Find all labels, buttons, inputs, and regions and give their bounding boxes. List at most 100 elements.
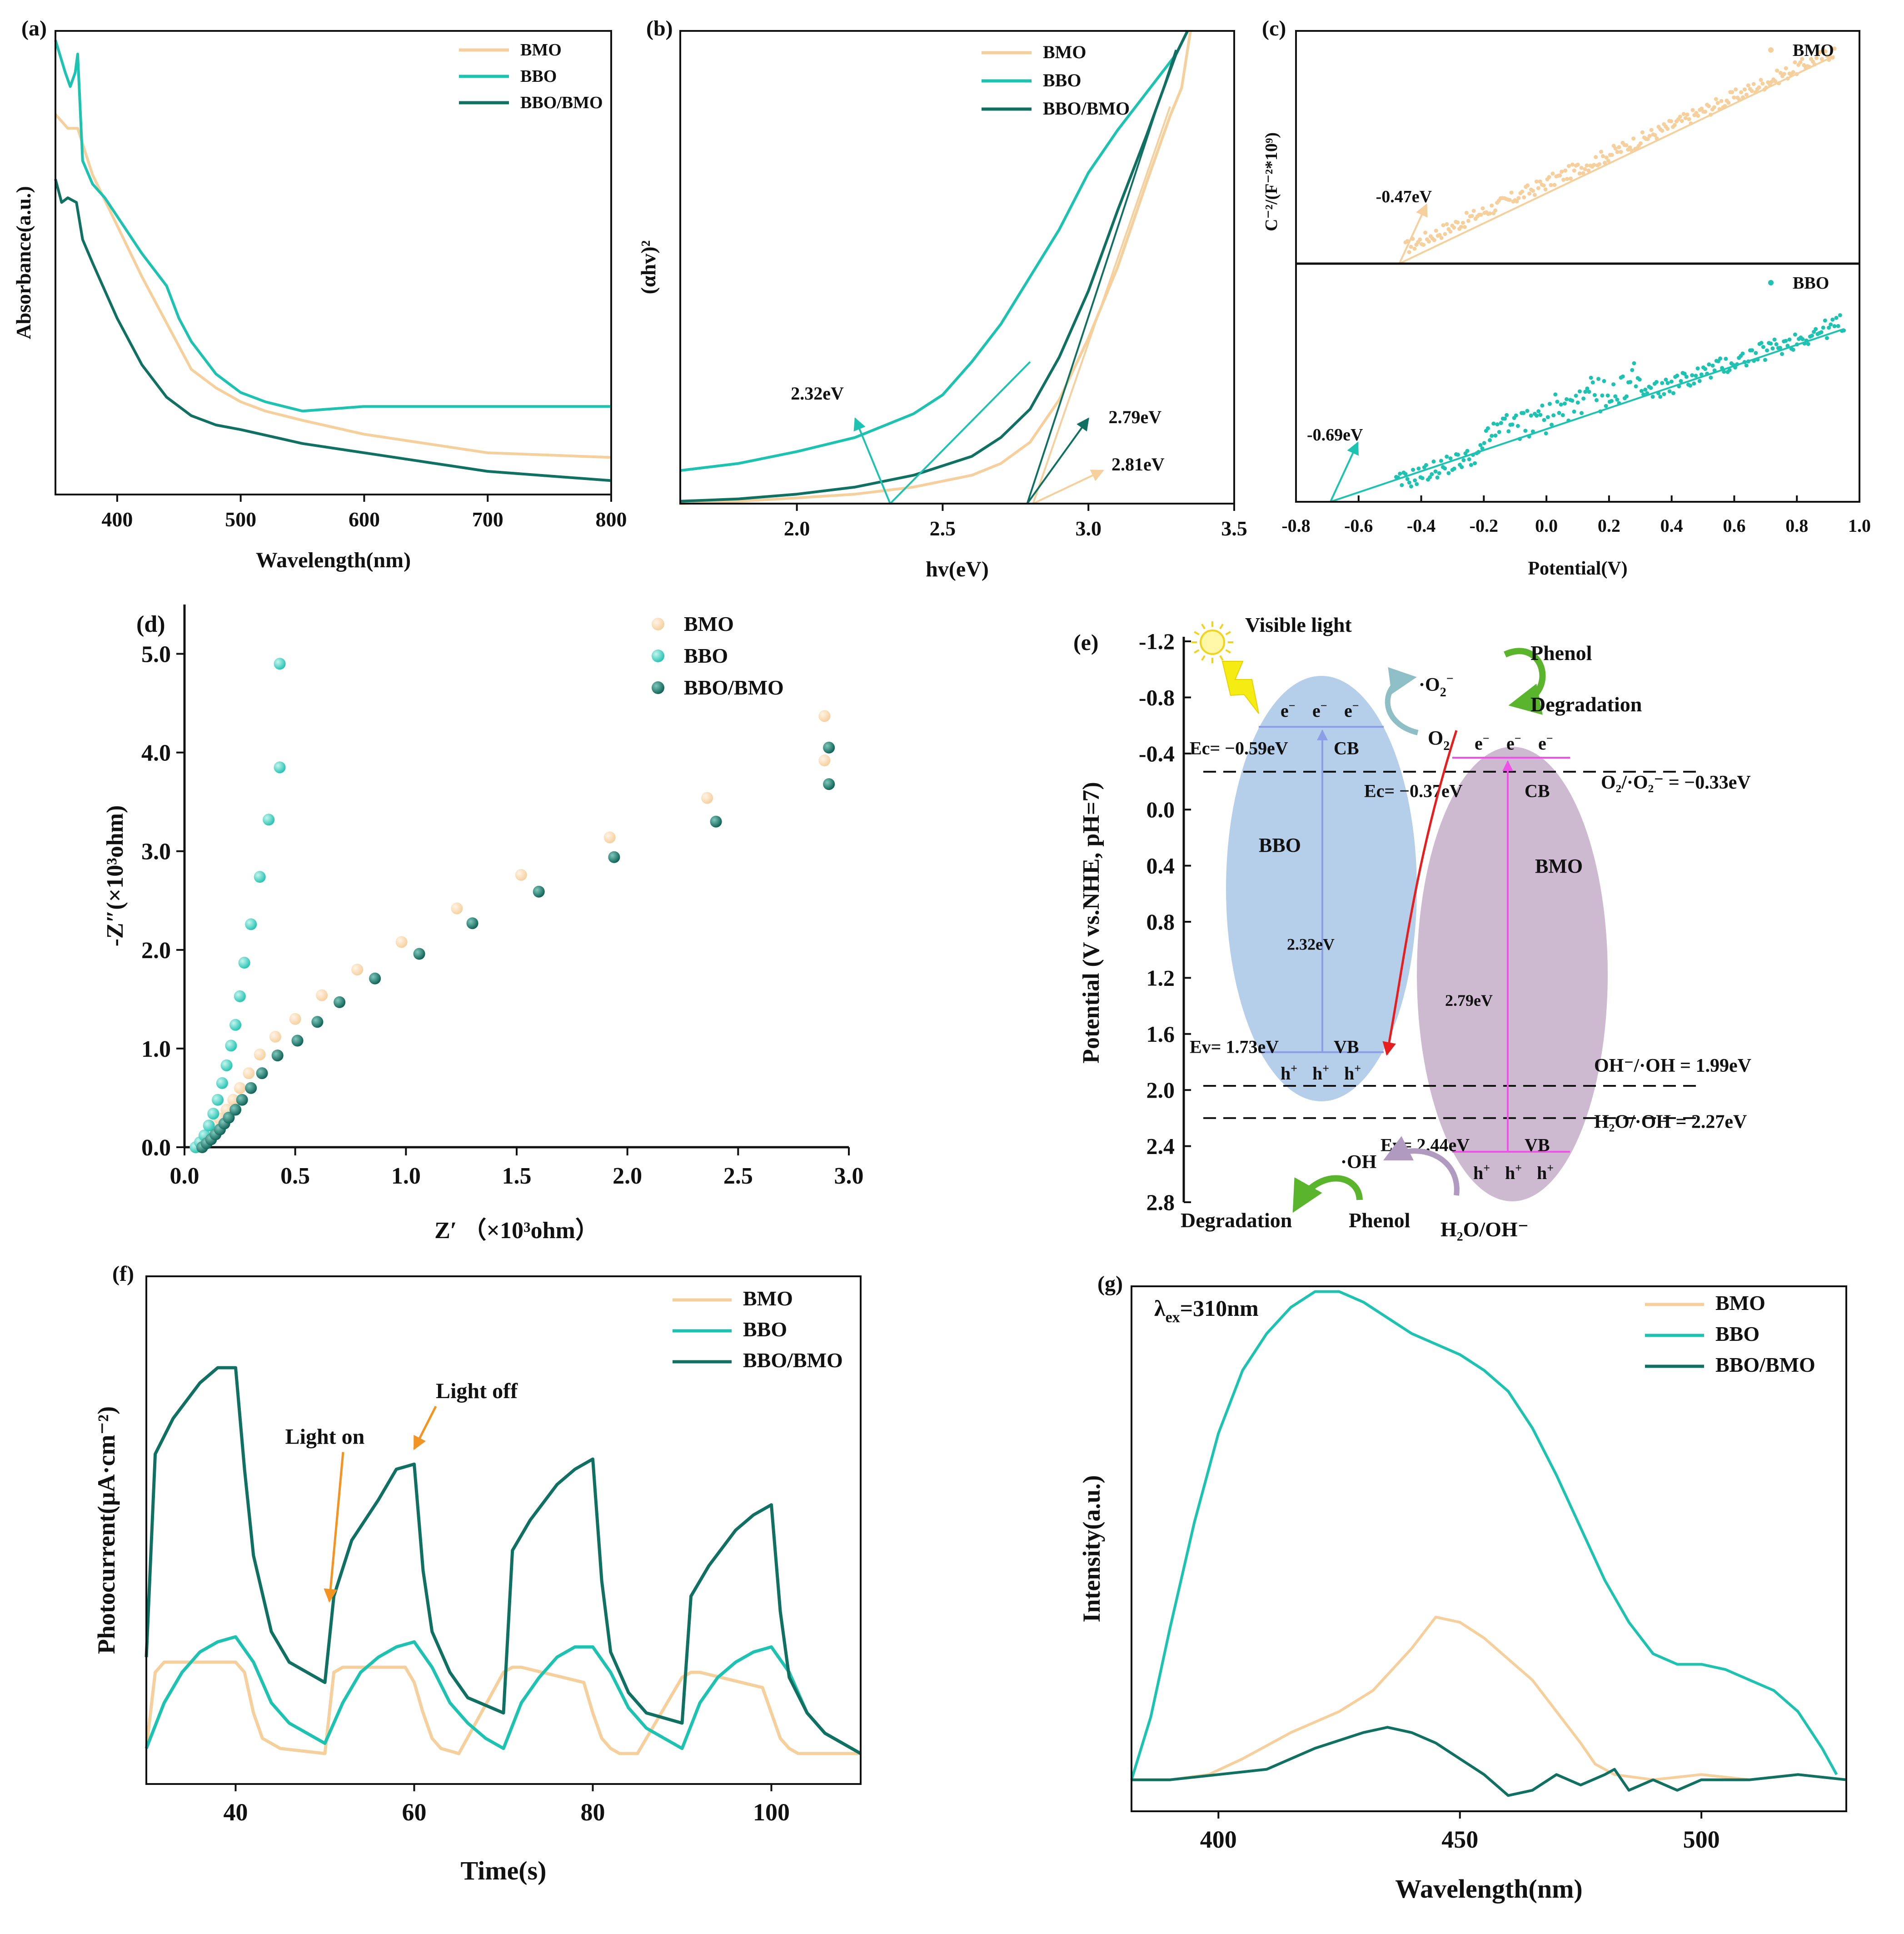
data-point-bmo	[1672, 123, 1677, 127]
h2o-oh-label: H₂O/OH⁻	[1440, 1218, 1529, 1241]
data-point-bmo	[1570, 162, 1575, 167]
data-point-bbo	[1662, 392, 1666, 396]
data-point-bmo	[1541, 183, 1546, 188]
data-point-bbo	[1656, 391, 1660, 395]
data-point-bbo	[1515, 424, 1520, 428]
data-point-bbo	[1632, 361, 1636, 365]
data-point-bmo	[1441, 223, 1445, 228]
data-point-bbo	[1523, 429, 1528, 433]
data-point-bbo	[1488, 438, 1492, 442]
data-point-bbo	[1692, 381, 1696, 386]
data-point-bmo	[1452, 225, 1456, 230]
y-tick-label: -0.8	[1139, 685, 1175, 710]
data-point-bbo	[1802, 341, 1807, 346]
data-point-bmo	[1726, 100, 1731, 105]
data-point-bbo	[1649, 385, 1653, 390]
legend-label: BBO/BMO	[520, 93, 603, 112]
data-point-bmo	[1538, 179, 1542, 184]
chart-f: Light on Light off (f) 40 60 80 100 Time(s) Phot…	[93, 1262, 862, 1885]
bbo-gap-label: 2.32eV	[1287, 935, 1335, 954]
data-point-bbo	[1581, 396, 1586, 401]
legend-label: BBO	[1043, 70, 1081, 90]
data-point-bbo	[1650, 395, 1655, 399]
data-point-bbo	[1620, 374, 1625, 379]
data-point-bmo	[1683, 116, 1688, 120]
data-point-bbo	[1740, 351, 1745, 356]
data-point-bmo	[1421, 243, 1426, 247]
legend-label: BMO	[684, 612, 734, 635]
x-axis-label: Z′ （×10³ohm）	[434, 1217, 599, 1244]
data-point-bbo	[1660, 381, 1665, 385]
fit-line-bbo	[1330, 328, 1844, 503]
y-tick-label: 5.0	[141, 642, 171, 668]
x-tick-label: 0.6	[1723, 515, 1745, 536]
data-point-bmo	[1680, 119, 1684, 123]
data-point-bbo	[274, 761, 286, 774]
data-point-bmo	[1464, 210, 1469, 215]
y-tick-label: 2.0	[1146, 1077, 1175, 1103]
data-point-bbo	[1690, 373, 1695, 378]
data-point-bbo	[1830, 317, 1835, 322]
data-point-bbo-bmo	[271, 1049, 284, 1062]
annotation-arrow	[853, 417, 891, 504]
data-point-bbo	[1645, 391, 1650, 395]
y-tick-label: 1.0	[141, 1036, 171, 1062]
data-point-bbo	[1495, 422, 1500, 427]
data-point-bbo	[1478, 443, 1483, 447]
data-point-bbo	[1530, 429, 1535, 434]
data-point-bmo	[269, 1030, 281, 1043]
data-point-bmo	[1649, 128, 1654, 132]
y-tick-label: 3.0	[141, 839, 171, 865]
o2-couple-label: O₂/·O₂⁻ = −0.33eV	[1601, 772, 1751, 793]
bmo-band-ellipse	[1417, 747, 1608, 1201]
data-point-bbo	[1754, 351, 1758, 355]
data-point-bbo	[1437, 471, 1441, 475]
data-point-bbo-bmo	[823, 778, 835, 790]
data-point-bbo	[1575, 400, 1580, 405]
data-point-bbo	[1842, 328, 1846, 333]
legend-label: BBO	[520, 67, 557, 86]
data-point-bbo	[1455, 452, 1460, 457]
data-point-bbo	[234, 990, 246, 1002]
legend-label: BMO	[1793, 41, 1834, 60]
data-point-bmo	[1602, 160, 1607, 165]
data-point-bmo	[701, 792, 713, 804]
y-tick-label: 4.0	[141, 740, 171, 766]
data-point-bbo	[229, 1019, 242, 1031]
y-tick-label: 2.8	[1146, 1189, 1175, 1215]
data-point-bbo	[1566, 418, 1571, 423]
data-point-bbo	[1628, 380, 1633, 384]
data-point-bmo	[1832, 46, 1837, 51]
data-point-bbo	[1585, 386, 1590, 391]
data-point-bbo	[1675, 374, 1680, 378]
data-point-bbo	[1664, 377, 1668, 382]
data-point-bbo	[1710, 363, 1715, 368]
hole-label: h+	[1312, 1062, 1329, 1084]
data-point-bbo	[1688, 383, 1693, 388]
data-point-bmo	[1631, 136, 1636, 141]
x-tick-label: 1.0	[391, 1163, 421, 1189]
data-point-bmo	[818, 755, 831, 767]
data-point-bmo	[1690, 108, 1695, 112]
data-point-bmo	[1744, 92, 1749, 97]
plot-frame	[1131, 1285, 1847, 1812]
data-point-bmo	[1742, 87, 1747, 92]
data-point-bbo-bmo	[291, 1034, 304, 1047]
visible-light-label: Visible light	[1245, 613, 1352, 636]
data-point-bbo	[1398, 471, 1402, 476]
data-point-bmo	[1493, 208, 1498, 213]
data-point-bbo	[1724, 356, 1728, 361]
x-tick-label: 2.0	[613, 1163, 642, 1189]
data-point-bbo	[1405, 477, 1410, 481]
data-point-bbo	[1396, 475, 1401, 480]
data-point-bmo	[1536, 186, 1540, 190]
legend-marker	[652, 681, 664, 694]
data-point-bbo-bmo	[823, 741, 835, 754]
data-point-bmo	[1575, 162, 1580, 167]
data-point-bbo	[1720, 366, 1725, 370]
plot-frame	[1295, 30, 1860, 503]
y-tick-label: 2.0	[141, 938, 171, 964]
data-point-bbo	[1806, 342, 1810, 346]
phenol-label-top: Phenol	[1530, 641, 1592, 665]
data-point-bmo	[1577, 171, 1582, 176]
